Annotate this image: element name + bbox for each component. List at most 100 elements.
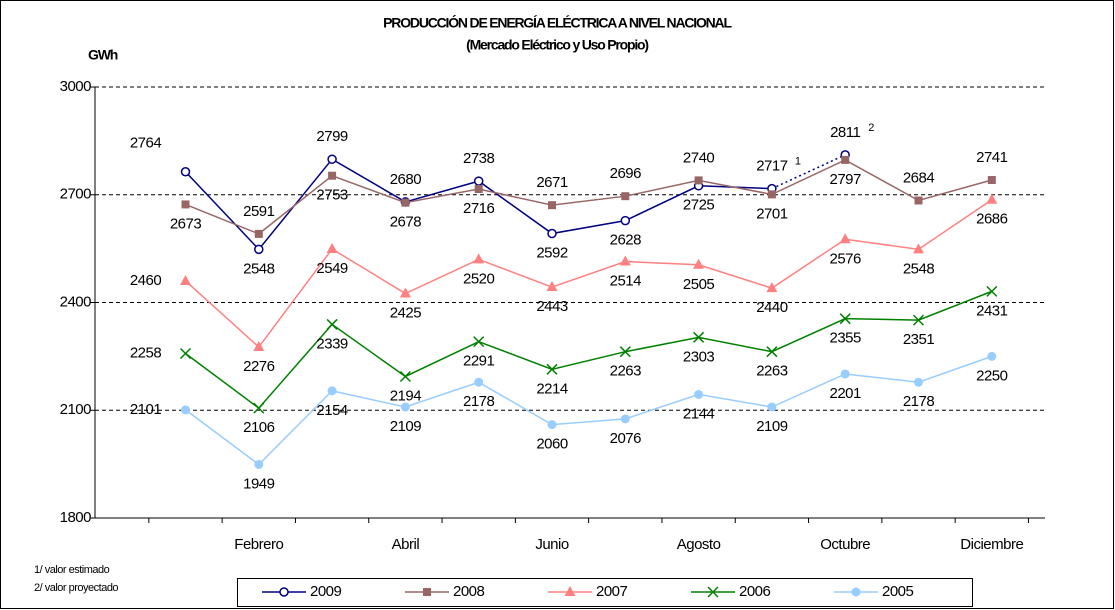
data-label: 2686 [976,211,1008,228]
marker [254,244,264,255]
marker [693,258,705,269]
data-label: 2696 [610,165,642,182]
marker [987,351,997,361]
marker [547,420,557,430]
data-label: 2678 [390,214,422,231]
legend-label: 2009 [310,583,342,600]
marker [474,185,483,194]
footnote: 1/ valor estimado [34,564,110,576]
marker [621,192,630,201]
data-label: 2258 [130,344,162,361]
data-label: 2101 [130,401,162,418]
data-label: 2520 [463,270,495,287]
data-label: 2701 [756,205,788,222]
data-label: 2076 [610,430,642,447]
marker [548,201,556,210]
legend-label: 2008 [453,583,485,600]
marker [841,155,850,164]
marker [986,193,998,204]
marker [546,363,558,375]
data-label: 2443 [536,298,568,315]
data-label: 2263 [610,363,642,380]
marker [328,171,337,180]
marker [987,176,996,185]
series-line [185,290,993,410]
data-label: 2738 [463,150,495,167]
x-tick-label: Diciembre [960,536,1023,553]
data-label: 2109 [756,418,788,435]
marker [179,347,192,360]
chart-title: PRODUCCIÓN DE ENERGÍA ELÉCTRICA A NIVEL … [383,14,732,31]
footnote: 2/ valor proyectado [34,582,118,594]
data-label: 2154 [316,402,348,419]
data-label: 2276 [243,358,275,375]
series-line [184,199,993,349]
data-label: 2201 [830,385,862,402]
data-label: 2576 [830,250,862,267]
data-label: 2725 [683,197,715,214]
marker [326,318,338,330]
data-label: 2351 [903,331,935,348]
data-label: 2716 [463,200,495,217]
legend-label: 2006 [739,583,771,600]
data-label: 2740 [683,149,715,166]
data-label: 2060 [536,436,568,453]
data-label: 2549 [316,260,348,277]
data-label: 2194 [390,387,422,404]
marker [181,405,190,415]
series-line-projected [771,154,846,190]
marker [914,196,923,205]
y-tick-label: 1800 [60,509,92,526]
y-tick-label: 2700 [60,186,92,203]
data-label: 2355 [830,330,862,347]
data-label: 2548 [243,260,275,277]
data-label: 2717 [756,158,788,175]
marker [839,313,851,325]
marker [619,346,631,358]
data-label: 2548 [903,260,935,277]
x-tick-label: Abril [392,536,420,553]
data-label: 2505 [683,276,715,293]
marker [327,386,337,396]
data-label: 2440 [756,299,788,316]
data-label: 2671 [536,174,568,191]
marker [474,377,484,387]
data-label: 2109 [390,418,422,435]
x-tick-label: Febrero [234,536,283,553]
marker [400,402,410,412]
marker [401,198,410,207]
marker [399,287,411,298]
marker [473,253,485,264]
data-label: 2178 [463,393,495,410]
y-tick-label: 2400 [60,293,92,310]
data-label: 2144 [683,405,715,422]
y-tick-label: 3000 [60,78,92,95]
marker [546,281,558,292]
marker [767,190,776,199]
x-tick-label: Junio [535,536,569,553]
marker [620,215,631,226]
marker [707,586,719,598]
marker [986,285,998,297]
marker [693,331,705,343]
data-label: 2263 [756,363,788,380]
data-label: 2303 [683,348,715,365]
data-label: 2673 [170,215,202,232]
data-label: 2106 [243,419,275,436]
marker [912,314,925,326]
marker [253,402,265,414]
data-label: 2514 [610,273,642,290]
data-label: 2250 [976,367,1008,384]
data-label: 2425 [390,304,422,321]
data-label: 2214 [536,380,568,397]
marker [254,229,263,238]
series-line [185,159,993,235]
marker [694,389,704,399]
marker [181,200,190,209]
y-tick-label: 2100 [60,401,92,418]
footnote-mark: 2 [868,122,874,134]
data-label: 2680 [390,171,422,188]
marker [473,336,485,348]
y-axis-label: GWh [88,47,118,63]
